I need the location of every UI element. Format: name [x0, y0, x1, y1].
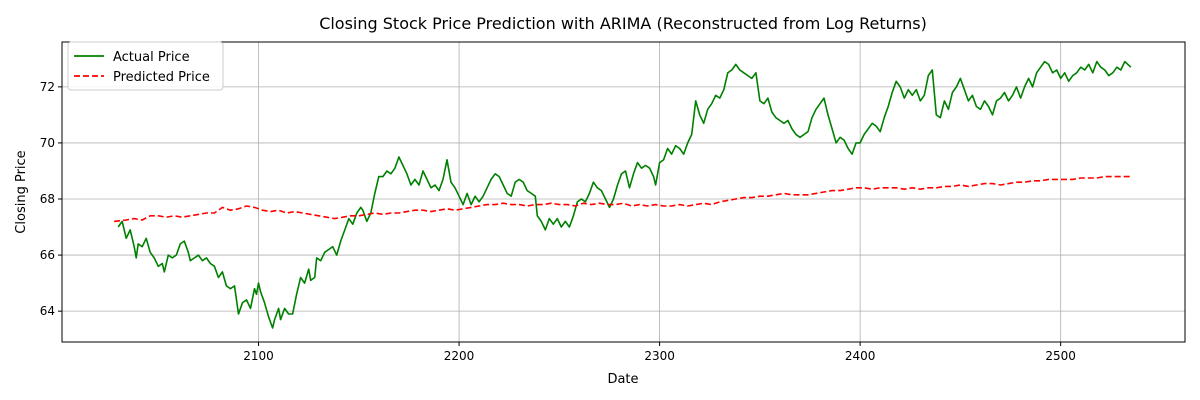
- y-tick-label: 64: [40, 304, 55, 318]
- x-axis-label: Date: [607, 372, 638, 387]
- y-axis-label: Closing Price: [14, 150, 29, 233]
- series-layer: [114, 60, 1132, 329]
- y-tick-label: 70: [40, 136, 55, 150]
- series-line-actual: [117, 60, 1132, 329]
- legend: Actual Price Predicted Price: [67, 41, 224, 91]
- x-tick-label: 2200: [444, 349, 475, 363]
- x-tick-label: 2500: [1045, 349, 1076, 363]
- plot-frame: [61, 41, 1186, 343]
- legend-label-predicted: Predicted Price: [113, 70, 210, 85]
- y-tick-label: 66: [40, 248, 55, 262]
- x-tick-label: 2100: [243, 349, 274, 363]
- grid: [62, 42, 1185, 342]
- chart-title: Closing Stock Price Prediction with ARIM…: [319, 14, 927, 33]
- legend-label-actual: Actual Price: [113, 50, 190, 65]
- ticks: 2100 2200 2300 2400 2500 64 66 68 70 72: [40, 80, 1076, 363]
- x-tick-label: 2300: [644, 349, 675, 363]
- y-tick-label: 68: [40, 192, 55, 206]
- y-tick-label: 72: [40, 80, 55, 94]
- x-tick-label: 2400: [845, 349, 876, 363]
- legend-box: [67, 41, 224, 91]
- series-line-predicted: [114, 175, 1131, 223]
